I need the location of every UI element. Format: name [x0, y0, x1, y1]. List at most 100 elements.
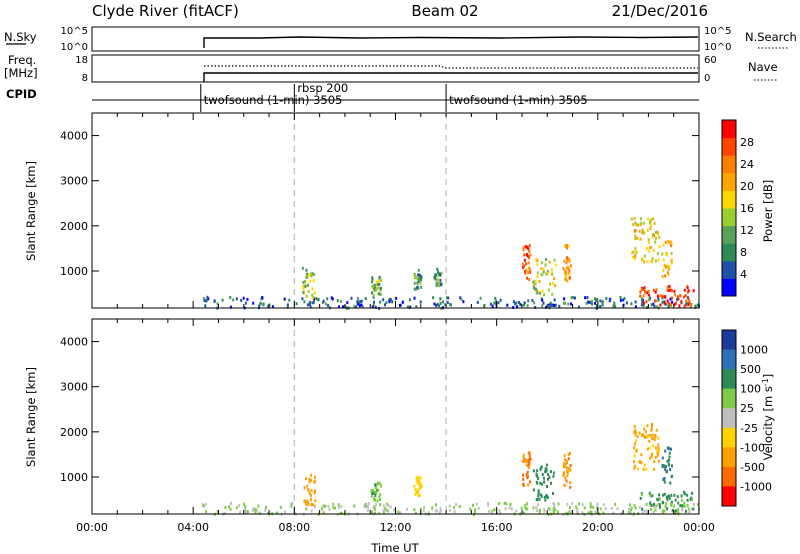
echo-cell — [524, 504, 526, 508]
velocity-colorbar: 1000 500 100 25 -25 -100 -500 -1000 — [721, 329, 772, 507]
echo-cell — [246, 297, 249, 301]
echo-cell — [575, 505, 578, 509]
echo-cell — [264, 508, 267, 512]
echo-cell — [306, 275, 309, 279]
echo-cell — [401, 300, 404, 304]
echo-cell — [413, 281, 416, 285]
echo-cell — [686, 286, 689, 290]
echo-cell — [378, 292, 381, 296]
echo-cell — [676, 298, 679, 302]
echo-cell — [550, 481, 552, 485]
echo-cell — [592, 505, 595, 509]
echo-cell — [216, 509, 219, 513]
colorbar-tick-label: -25 — [740, 422, 758, 435]
echo-cell — [645, 467, 648, 471]
echo-cell — [549, 508, 552, 512]
colorbar-swatch — [722, 137, 736, 156]
echo-cell — [382, 509, 385, 512]
echo-cell — [691, 491, 694, 495]
echo-cell — [388, 300, 391, 304]
echo-cell — [539, 481, 542, 485]
velocity-axes: 1000 2000 3000 4000 00:00 04:00 08:00 12:00 16:0… — [60, 319, 715, 534]
echo-cell — [537, 494, 540, 498]
echo-cell — [659, 294, 662, 298]
echo-cell — [528, 454, 531, 458]
echo-cell — [474, 510, 476, 514]
date-title: 21/Dec/2016 — [612, 2, 708, 20]
colorbar-tick-label: 28 — [740, 136, 754, 149]
echo-cell — [537, 476, 540, 480]
echo-cell — [601, 302, 604, 306]
nsky-frame — [91, 26, 700, 52]
echo-cell — [376, 482, 379, 486]
echo-cell — [571, 502, 574, 506]
echo-cell — [307, 283, 309, 287]
colorbar-tick-label: 20 — [740, 180, 754, 193]
echo-cell — [310, 273, 313, 277]
echo-cell — [640, 217, 642, 221]
echo-cell — [657, 298, 660, 302]
echo-cell — [646, 424, 649, 428]
echo-cell — [522, 262, 524, 266]
echo-cell — [435, 282, 438, 286]
echo-cell — [681, 507, 683, 511]
echo-cell — [427, 511, 430, 515]
echo-cell — [683, 288, 686, 292]
echo-cell — [434, 509, 437, 513]
echo-cell — [563, 259, 566, 263]
echo-cell — [491, 509, 494, 513]
echo-cell — [453, 506, 456, 509]
echo-cell — [641, 228, 644, 232]
echo-cell — [646, 447, 649, 451]
echo-cell — [523, 301, 526, 305]
echo-cell — [636, 467, 639, 471]
echo-cell — [543, 495, 546, 499]
echo-cell — [581, 503, 584, 507]
echo-cell — [536, 291, 539, 295]
echo-cell — [416, 281, 419, 285]
echo-cell — [413, 296, 416, 300]
echo-cell — [309, 493, 312, 497]
echo-cell — [663, 464, 666, 468]
colorbar-frame — [721, 329, 737, 507]
echo-cell — [422, 509, 425, 513]
echo-cell — [458, 505, 461, 508]
xtick-label: 16:00 — [481, 521, 513, 534]
echo-cell — [308, 480, 311, 484]
echo-cell — [639, 290, 642, 294]
echo-cell — [305, 477, 308, 481]
echo-cell — [655, 504, 658, 508]
echo-cell — [663, 480, 666, 484]
echo-cell — [438, 511, 441, 515]
echo-cell — [623, 297, 626, 300]
echo-cell — [535, 472, 538, 476]
echo-cell — [259, 302, 262, 306]
echo-cell — [450, 303, 452, 307]
echo-cell — [498, 502, 501, 505]
echo-cell — [665, 465, 668, 469]
echo-cell — [526, 470, 529, 474]
echo-cell — [686, 493, 689, 497]
echo-cell — [653, 460, 656, 464]
echo-cell — [568, 467, 571, 471]
echo-cell — [646, 509, 648, 513]
echo-cell — [246, 510, 249, 513]
echo-cell — [651, 259, 654, 263]
echo-cell — [536, 274, 539, 278]
echo-cell — [663, 509, 666, 513]
echo-cell — [657, 502, 660, 506]
echo-patch — [522, 244, 532, 281]
echo-cell — [629, 503, 631, 507]
echo-cell — [627, 511, 630, 514]
echo-cell — [568, 272, 571, 275]
echo-cell — [666, 265, 668, 269]
echo-cell — [668, 240, 671, 244]
echo-cell — [373, 497, 376, 500]
echo-cell — [267, 304, 270, 308]
echo-cell — [395, 296, 398, 300]
echo-cell — [257, 504, 260, 508]
echo-cell — [542, 301, 545, 305]
echo-cell — [409, 305, 412, 309]
echo-cell — [373, 506, 376, 510]
